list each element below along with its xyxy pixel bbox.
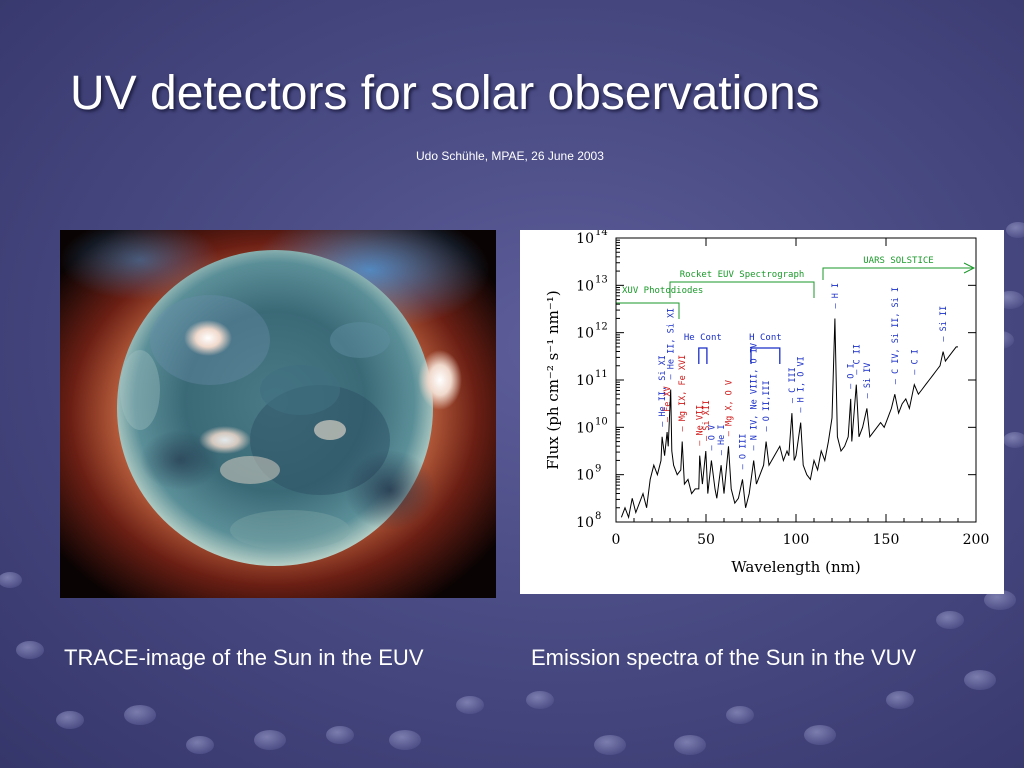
emission-line-label: – C IV, Si II, Si I [891, 287, 901, 384]
y-tick-label-exp: 10 [595, 416, 608, 427]
emission-line-label: – N IV, Ne VIII, O IV [750, 343, 760, 450]
trace-sun-image [60, 230, 496, 598]
y-tick-label-exp: 11 [595, 369, 608, 380]
emission-line-label: – Mg X, O V [725, 380, 735, 436]
bracket-label: He Cont [684, 333, 722, 343]
emission-line-label: – He II, Si XI [658, 355, 668, 427]
emission-line-label: – He I [717, 424, 727, 455]
emission-line-label: – H I, O VI [797, 356, 807, 412]
slide-subtitle: Udo Schühle, MPAE, 26 June 2003 [416, 149, 604, 163]
y-tick-label-base: 10 [576, 515, 594, 531]
y-tick-label-exp: 8 [595, 511, 601, 522]
y-tick-label-exp: 9 [595, 464, 601, 475]
y-tick-label-base: 10 [576, 231, 594, 247]
emission-line-label: – He II, Si XI [667, 308, 677, 380]
emission-line-label: – O V [707, 425, 717, 451]
rocket-range-line [669, 281, 815, 298]
emission-line-label: – O II,III [762, 380, 772, 431]
x-tick-label: 200 [963, 532, 990, 548]
x-tick-label: 100 [783, 532, 810, 548]
y-tick-label-base: 10 [576, 468, 594, 484]
slide-title: UV detectors for solar observations [70, 67, 820, 120]
xuv-range-label: XUV Photodiodes [622, 286, 703, 296]
y-tick-label-exp: 12 [595, 322, 608, 333]
x-tick-label: 0 [612, 532, 621, 548]
emission-spectrum-chart: XUV Photodiodes Rocket EUV Spectrograph UA… [520, 230, 1004, 594]
emission-line-label: – Mg IX, Fe XVI [678, 355, 688, 432]
caption-spectrum-chart: Emission spectra of the Sun in the VUV [531, 645, 917, 670]
y-tick-label-base: 10 [576, 420, 594, 436]
y-tick-label-exp: 14 [595, 230, 608, 238]
caption-sun-image: TRACE-image of the Sun in the EUV [64, 645, 424, 670]
xuv-range-line [616, 302, 680, 319]
x-tick-label: 50 [697, 532, 715, 548]
y-tick-label-exp: 13 [595, 274, 608, 285]
emission-line-labels: – He II, Si XI– Fe XV– He II, Si XI– Mg … [658, 283, 949, 470]
emission-line-label: – C I [910, 349, 920, 375]
emission-line-label: – Ne VII [696, 405, 706, 446]
spectrum-series-line [620, 318, 958, 520]
x-axis-ticks: 0 50 100 150 200 [612, 238, 990, 548]
y-axis-label: Flux (ph cm⁻² s⁻¹ nm⁻¹) [544, 290, 562, 469]
emission-line-label: – C II [852, 344, 862, 375]
bracket-label: H Cont [749, 333, 782, 343]
emission-line-label: – Si II [939, 306, 949, 342]
bracket-line [698, 347, 708, 364]
x-tick-label: 150 [873, 532, 900, 548]
emission-line-label: – Si XII [702, 400, 712, 441]
uars-range-label: UARS SOLSTICE [863, 256, 933, 266]
y-tick-label-base: 10 [576, 326, 594, 342]
uars-range-arrow [963, 262, 976, 274]
emission-line-label: – O I [847, 363, 857, 389]
y-tick-label-base: 10 [576, 373, 594, 389]
emission-line-label: – Si IV [863, 363, 873, 399]
y-tick-label-base: 10 [576, 278, 594, 294]
x-axis-label: Wavelength (nm) [731, 558, 860, 576]
emission-line-label: – O III [739, 434, 749, 470]
bracket-line [750, 347, 781, 364]
instrument-ranges: XUV Photodiodes Rocket EUV Spectrograph UA… [616, 256, 976, 319]
rocket-range-label: Rocket EUV Spectrograph [680, 270, 805, 280]
uars-range-line [822, 267, 974, 280]
emission-line-label: – C III [788, 367, 798, 403]
emission-line-label: – Fe XV [663, 386, 673, 422]
continuum-brackets: He Cont H Cont [684, 333, 782, 364]
emission-line-label: – H I [831, 283, 841, 309]
